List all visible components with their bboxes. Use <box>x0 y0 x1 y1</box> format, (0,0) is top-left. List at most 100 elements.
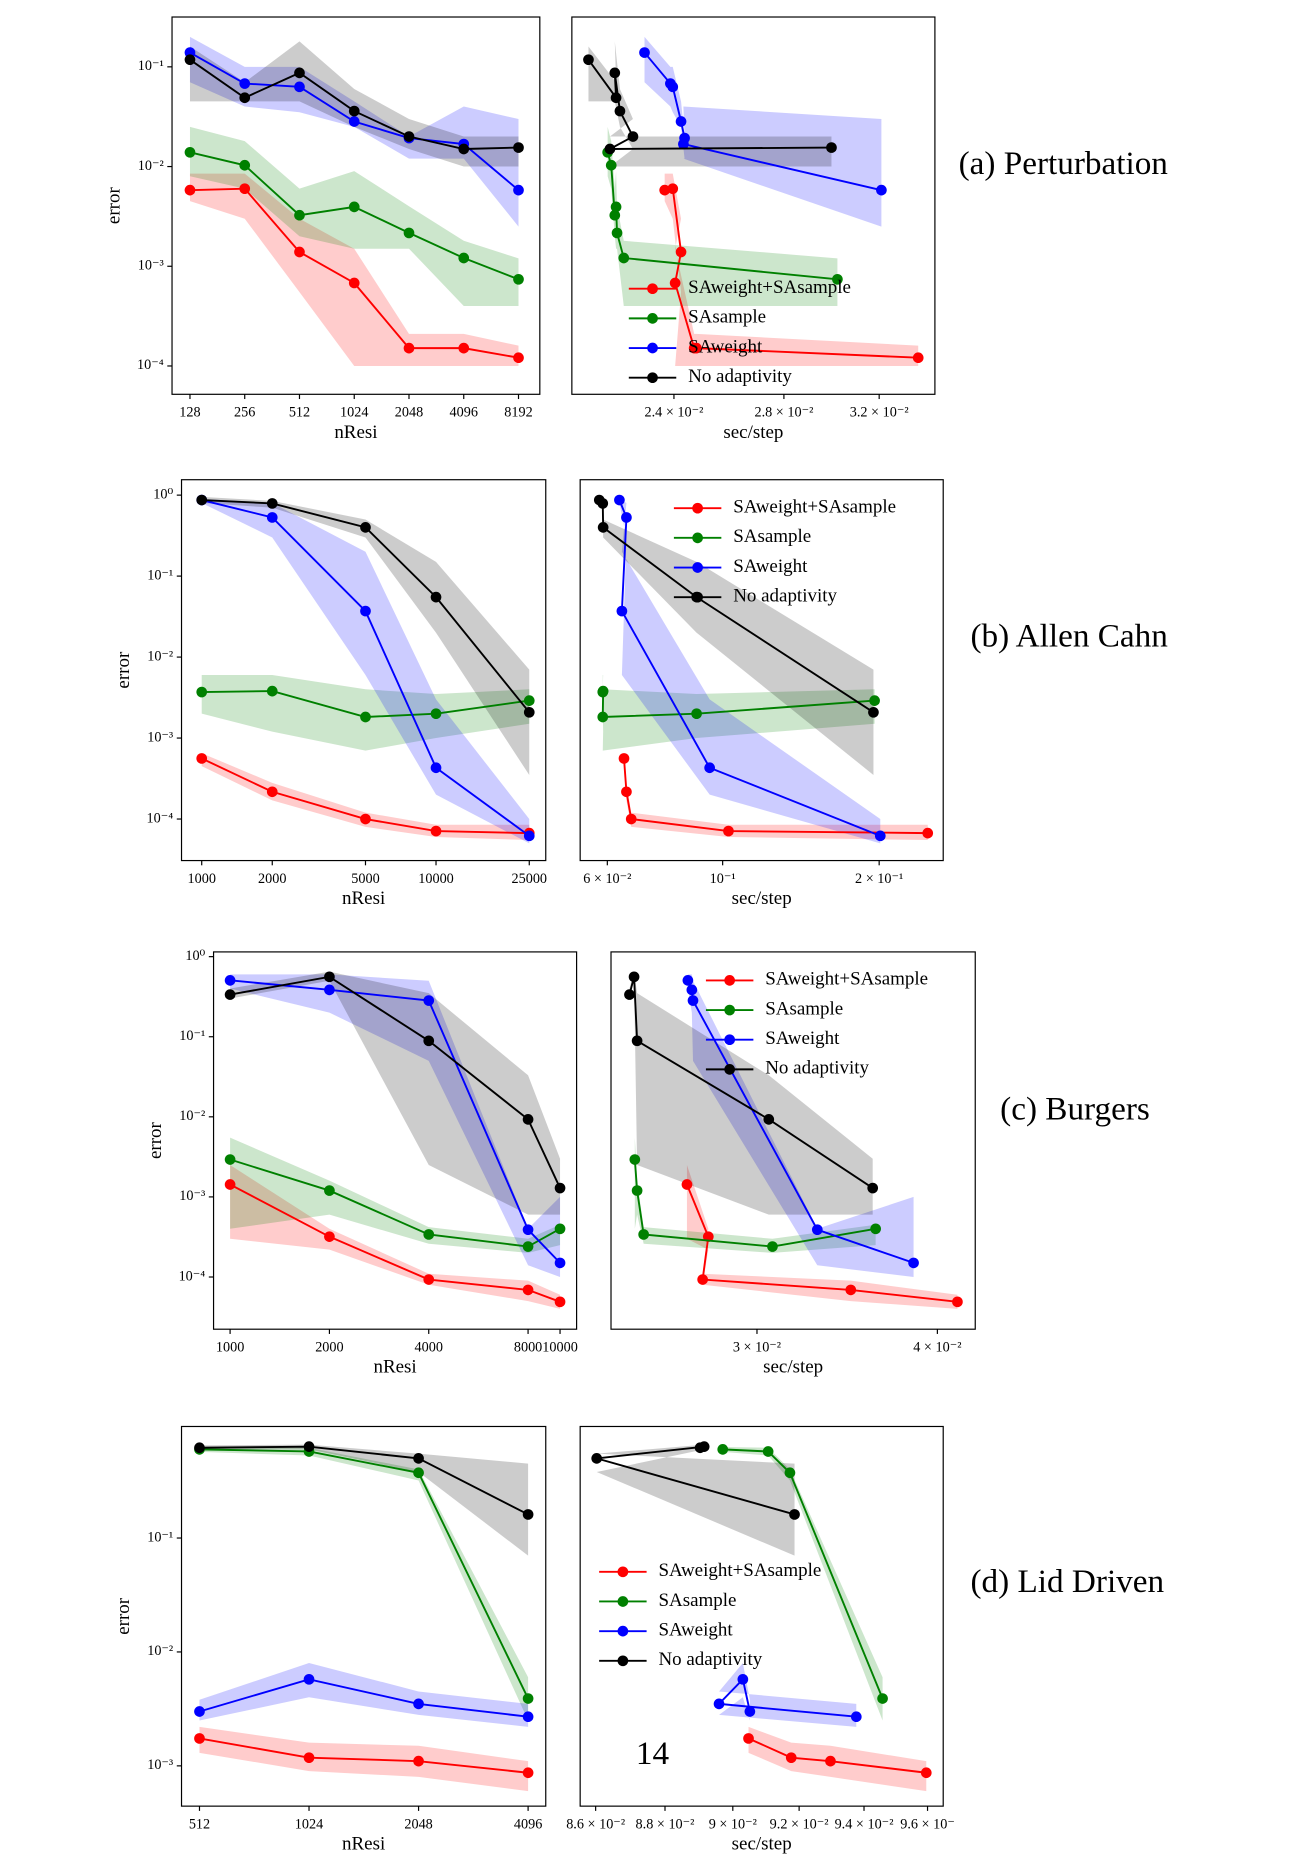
x-tick-label: 2000 <box>315 1339 343 1355</box>
x-tick-label: 6 × 10⁻² <box>583 871 631 887</box>
data-point <box>403 342 415 354</box>
x-tick-label: 2000 <box>258 871 286 887</box>
x-axis-label: sec/step <box>732 888 792 909</box>
legend-marker <box>692 532 703 544</box>
data-point <box>870 1223 881 1235</box>
data-point <box>667 81 679 93</box>
data-point <box>869 695 880 706</box>
series-line <box>748 1737 927 1774</box>
data-point <box>785 1752 797 1764</box>
data-point <box>920 1767 932 1779</box>
error-band <box>629 971 873 1215</box>
data-point <box>458 252 470 264</box>
x-axis-label: sec/step <box>763 1357 823 1378</box>
y-tick-label: 10⁻³ <box>147 729 173 745</box>
data-point <box>682 975 694 986</box>
data-point <box>767 1241 778 1252</box>
y-tick-label: 10⁻³ <box>179 1188 205 1204</box>
legend-marker <box>617 1655 629 1667</box>
data-point <box>324 1231 335 1242</box>
data-point <box>324 971 335 983</box>
legend-label: No adaptivity <box>688 366 792 387</box>
error-band <box>588 41 832 167</box>
data-point <box>723 825 734 837</box>
panel-title: (d) Lid Driven <box>970 1563 1164 1600</box>
series-line <box>199 1445 529 1516</box>
legend-marker <box>724 1004 735 1016</box>
data-point <box>522 1114 534 1125</box>
data-point <box>423 1274 435 1285</box>
legend-marker <box>617 1625 629 1637</box>
data-point <box>597 498 609 509</box>
x-tick-label: 10⁻¹ <box>710 871 736 887</box>
legend-label: No adaptivity <box>765 1058 869 1079</box>
data-point <box>618 753 630 764</box>
data-point <box>522 1241 534 1252</box>
data-point <box>194 1442 205 1454</box>
data-point <box>224 1179 236 1190</box>
legend-label: SAweight <box>765 1028 840 1049</box>
series-line <box>722 1448 884 1699</box>
data-point <box>629 1154 641 1165</box>
data-point <box>704 762 715 774</box>
data-point <box>743 1733 754 1744</box>
data-point <box>513 184 524 196</box>
data-point <box>266 685 278 697</box>
error-band <box>230 971 561 1215</box>
data-point <box>618 252 630 264</box>
data-point <box>631 1185 643 1196</box>
data-point <box>554 1296 566 1308</box>
x-tick-label: 4096 <box>450 405 478 421</box>
x-tick-label: 8192 <box>504 405 532 421</box>
data-point <box>789 1509 800 1520</box>
panel-title: (c) Burgers <box>1000 1091 1150 1128</box>
data-point <box>686 984 698 996</box>
x-tick-label: 25000 <box>511 871 547 887</box>
data-point <box>687 995 699 1006</box>
data-point <box>360 605 371 617</box>
data-point <box>196 686 208 698</box>
data-point <box>628 971 640 983</box>
data-point <box>591 1453 603 1464</box>
data-point <box>196 494 208 506</box>
data-point <box>266 498 278 509</box>
x-tick-label: 2.8 × 10⁻² <box>754 405 813 421</box>
legend-label: SAweight+SAsample <box>658 1560 821 1581</box>
x-axis-label: nResi <box>373 1357 416 1378</box>
data-point <box>597 685 609 697</box>
data-point <box>681 1179 693 1190</box>
series-line <box>199 1737 529 1774</box>
data-point <box>624 989 635 1000</box>
data-point <box>513 352 524 364</box>
data-point <box>811 1224 823 1236</box>
data-point <box>867 1182 879 1194</box>
data-point <box>610 92 622 104</box>
data-point <box>523 695 535 706</box>
data-point <box>876 184 887 196</box>
x-tick-label: 3 × 10⁻² <box>733 1339 781 1355</box>
data-point <box>413 1698 424 1710</box>
data-point <box>324 1185 335 1196</box>
legend-label: SAweight+SAsample <box>733 497 896 518</box>
legend-label: SAweight+SAsample <box>688 277 851 298</box>
plot-frame <box>180 1425 547 1807</box>
data-point <box>458 143 470 155</box>
data-point <box>194 1706 205 1717</box>
y-tick-label: 10⁻³ <box>138 258 164 274</box>
data-point <box>621 512 632 523</box>
legend-marker <box>724 975 735 986</box>
data-point <box>403 227 415 239</box>
legend-marker <box>724 1064 735 1075</box>
y-tick-label: 10⁻⁴ <box>137 357 164 373</box>
x-tick-label: 10000 <box>542 1339 578 1355</box>
legend-marker <box>647 283 658 295</box>
data-point <box>430 708 442 720</box>
data-point <box>522 1693 534 1704</box>
data-point <box>698 1441 710 1452</box>
data-point <box>763 1114 775 1125</box>
x-tick-label: 2048 <box>395 405 423 421</box>
data-point <box>348 277 360 289</box>
data-point <box>675 246 687 258</box>
data-point <box>239 183 251 195</box>
data-point <box>266 512 278 523</box>
